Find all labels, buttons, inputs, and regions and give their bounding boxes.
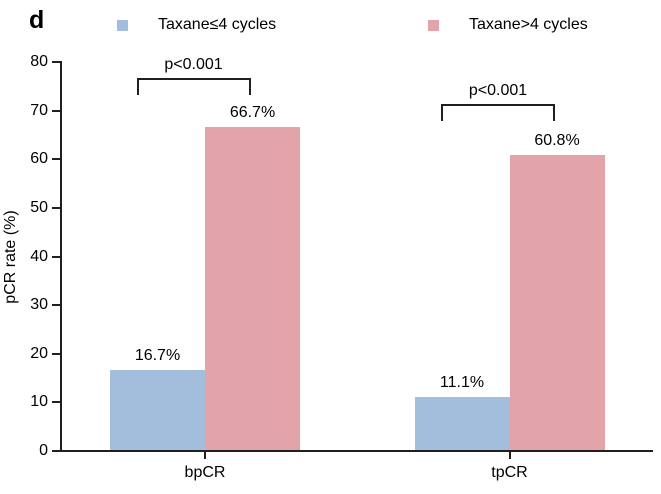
y-tick-label: 0 [39,442,48,459]
bar-value-label: 60.8% [534,132,580,149]
x-tick [508,452,511,459]
y-tick [52,304,60,307]
y-tick [52,61,60,63]
y-tick-label: 30 [30,296,48,314]
y-tick [52,206,60,209]
y-tick [52,158,60,161]
bar-value-label: 11.1% [439,374,485,391]
y-tick [52,352,60,355]
y-tick-label: 40 [30,247,48,265]
y-tick [52,109,60,112]
y-tick [52,255,60,258]
y-tick-label: 80 [30,53,48,70]
x-tick [204,452,206,459]
legend-swatch-blue [117,19,128,31]
bar-taxane-gt4-bpCR [205,127,300,450]
y-tick [52,450,60,452]
y-tick-label: 50 [30,198,48,216]
legend-label: Taxane>4 cycles [469,16,588,33]
panel-label: d [29,6,45,34]
y-axis-line [60,61,62,452]
bar-taxane-le4-tpCR [414,397,510,450]
significance-bracket-right [553,104,555,121]
p-value-label: p<0.001 [468,82,528,99]
p-value-label: p<0.001 [164,56,223,73]
bar-taxane-le4-bpCR [110,370,205,450]
y-tick [52,401,60,404]
significance-bracket-top [441,104,555,106]
bar-value-label: 16.7% [134,347,181,364]
x-category-label: bpCR [184,464,226,481]
bar-taxane-gt4-tpCR [509,155,605,450]
significance-bracket-left [136,78,139,95]
legend-item-taxane-gt4-cycles: Taxane>4 cycles [428,14,588,36]
x-axis-line [60,450,653,452]
legend-swatch-pink [428,19,439,31]
significance-bracket-left [441,104,443,121]
legend-item-taxane-le4-cycles: Taxane≤4 cycles [117,14,276,36]
bar-value-label: 66.7% [229,104,276,121]
legend-label: Taxane≤4 cycles [158,16,277,33]
x-category-label: tpCR [491,464,528,481]
y-tick-label: 20 [30,344,48,362]
significance-bracket-right [248,78,251,95]
significance-bracket-top [136,78,251,80]
y-tick-label: 70 [30,101,48,119]
y-tick-label: 60 [30,150,48,168]
y-tick-label: 10 [30,393,48,411]
